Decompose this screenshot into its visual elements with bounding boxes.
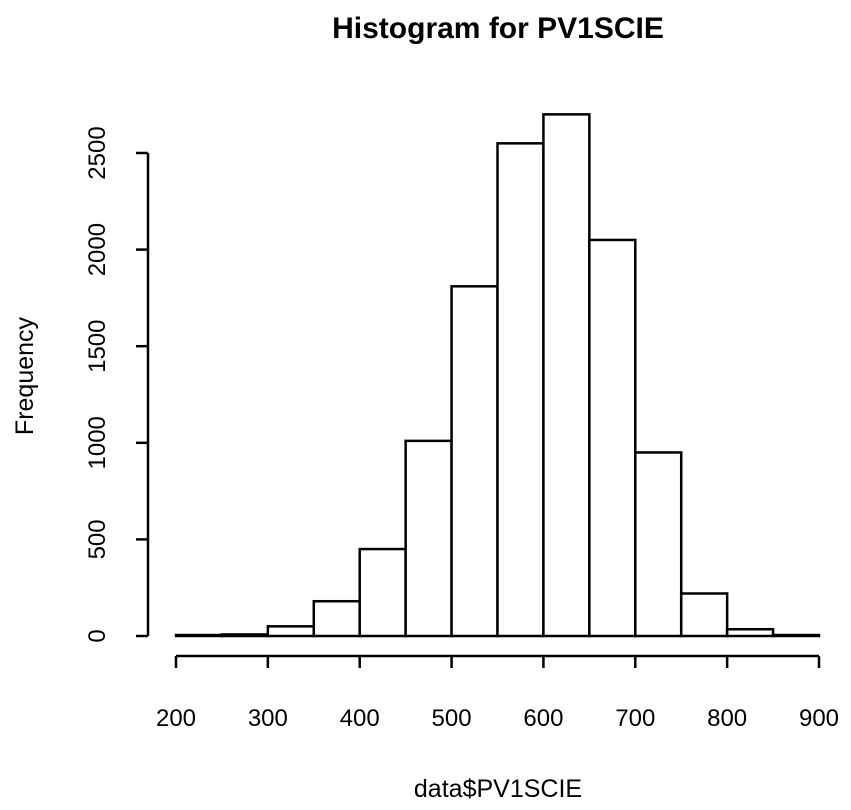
histogram-bar bbox=[634, 451, 683, 638]
histogram-bar bbox=[542, 113, 591, 638]
x-axis: 200 300 400 500 600 700 800 900 bbox=[156, 654, 839, 732]
y-tick-label: 1500 bbox=[84, 320, 111, 373]
y-tick-label: 2500 bbox=[84, 126, 111, 179]
histogram-bar bbox=[358, 547, 407, 638]
histogram-bar bbox=[404, 439, 453, 638]
x-axis-label: data$PV1SCIE bbox=[414, 775, 582, 803]
histogram-bar bbox=[312, 599, 361, 638]
y-tick-label: 1000 bbox=[84, 416, 111, 469]
histogram-bar bbox=[588, 238, 637, 638]
x-tick-label: 800 bbox=[707, 705, 747, 732]
histogram-bar bbox=[725, 627, 775, 638]
histogram-bar bbox=[266, 625, 316, 638]
y-tick-label: 0 bbox=[84, 629, 111, 642]
histogram-bar bbox=[174, 633, 224, 638]
histogram-bar bbox=[496, 142, 545, 638]
x-tick-label: 200 bbox=[156, 705, 196, 732]
bars-group bbox=[174, 113, 821, 638]
histogram-bar bbox=[771, 633, 821, 638]
chart-title: Histogram for PV1SCIE bbox=[332, 12, 664, 45]
histogram-bar bbox=[220, 633, 270, 638]
histogram-bar bbox=[679, 592, 729, 638]
x-tick-label: 300 bbox=[248, 705, 288, 732]
x-tick-label: 400 bbox=[340, 705, 380, 732]
x-tick-label: 500 bbox=[432, 705, 472, 732]
y-tick-label: 500 bbox=[84, 519, 111, 559]
x-tick-label: 900 bbox=[799, 705, 839, 732]
y-axis-label: Frequency bbox=[11, 316, 39, 435]
x-tick-label: 700 bbox=[615, 705, 655, 732]
y-axis: 0 500 1000 1500 2000 2500 bbox=[84, 126, 150, 643]
histogram-bar bbox=[450, 285, 499, 638]
x-tick-label: 600 bbox=[523, 705, 563, 732]
y-tick-label: 2000 bbox=[84, 223, 111, 276]
